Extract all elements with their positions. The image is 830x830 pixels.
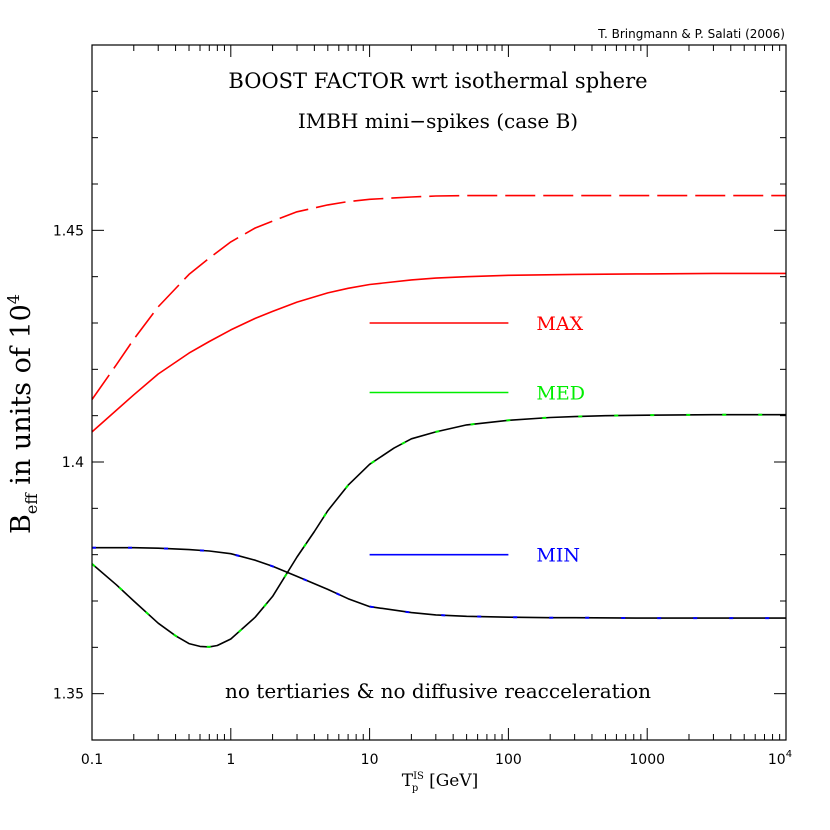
chart-annotation: no tertiaries & no diffusive reaccelerat…	[225, 679, 651, 703]
x-axis-label-sup: IS	[413, 771, 424, 782]
y-axis-label: Beff in units of 104	[4, 294, 41, 534]
x-tick-label: 104	[768, 749, 792, 768]
series-min-solid	[92, 546, 786, 619]
y-axis-label-sup: 4	[4, 294, 23, 304]
x-tick-label: 10	[361, 752, 379, 768]
legend-label-max: MAX	[536, 313, 583, 335]
series-layer	[91, 194, 786, 648]
x-tick-label-base: 10	[768, 752, 786, 768]
plot-frame	[91, 44, 787, 741]
y-tick-label: 1.45	[53, 223, 84, 239]
series-max-dashed	[91, 194, 786, 400]
y-tick-label: 1.35	[53, 687, 84, 703]
series-min-solid-overlay	[92, 546, 786, 620]
series-max-solid	[91, 272, 786, 433]
x-tick-label: 100	[495, 752, 522, 768]
legend-label-min: MIN	[536, 545, 580, 567]
chart-title: BOOST FACTOR wrt isothermal sphere	[228, 69, 647, 93]
x-axis-label-main: T	[402, 771, 414, 791]
x-axis-label-sub: p	[412, 783, 418, 794]
x-tick-label-exp: 4	[786, 749, 792, 760]
legend: MAX MED MIN	[369, 313, 585, 567]
y-axis-label-sub: eff	[22, 492, 41, 514]
x-axis-label-rest: [GeV]	[418, 771, 478, 791]
y-axis-label-main: B	[6, 514, 37, 534]
y-axis-label-rest: in units of 10	[6, 304, 37, 493]
x-tick-label: 0.1	[81, 752, 103, 768]
y-tick-label: 1.4	[62, 455, 84, 471]
series-med-solid-overlay	[91, 413, 786, 648]
x-tick-label: 1	[226, 752, 235, 768]
chart-subtitle: IMBH mini−spikes (case B)	[298, 109, 578, 133]
legend-label-med: MED	[536, 383, 585, 405]
x-tick-label: 1000	[629, 752, 665, 768]
series-med-solid	[91, 413, 786, 648]
x-axis-label: TIS p [GeV]	[402, 771, 479, 794]
chart-credit: T. Bringmann & P. Salati (2006)	[597, 27, 785, 41]
tick-marks	[91, 44, 786, 741]
